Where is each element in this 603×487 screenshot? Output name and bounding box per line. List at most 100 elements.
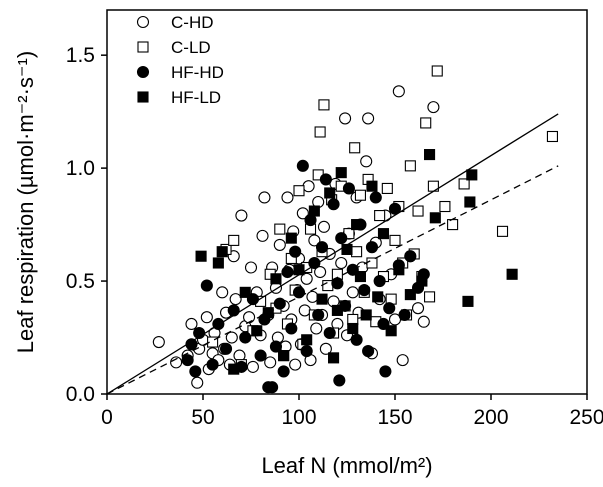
data-point	[296, 207, 309, 220]
data-point	[323, 326, 336, 340]
legend-marker	[137, 91, 149, 103]
data-point	[466, 169, 478, 181]
data-point	[335, 232, 348, 245]
data-point	[360, 309, 372, 321]
data-point	[281, 265, 294, 279]
data-point	[351, 219, 363, 231]
data-point	[206, 358, 219, 371]
data-point	[439, 200, 451, 213]
legend: C-HD C-LD HF-HD HF-LD	[136, 13, 224, 107]
data-point	[358, 284, 371, 297]
data-point	[318, 99, 330, 111]
data-point	[354, 189, 366, 201]
data-point	[393, 264, 405, 276]
data-point	[225, 331, 238, 344]
data-point	[398, 308, 411, 321]
data-point	[152, 335, 165, 349]
data-point	[293, 185, 305, 197]
data-point	[269, 340, 283, 353]
data-point	[372, 291, 384, 303]
data-point	[464, 196, 476, 208]
data-point	[302, 180, 315, 193]
data-point	[373, 275, 386, 288]
data-point	[264, 356, 277, 369]
data-point	[278, 350, 290, 362]
data-point	[281, 191, 294, 204]
data-point	[189, 365, 202, 378]
legend-marker	[137, 41, 149, 53]
y-axis-label: Leaf respiration (µmol·m⁻²·s⁻¹)	[13, 51, 38, 353]
data-point	[170, 356, 183, 369]
data-point	[216, 246, 228, 258]
x-tick-label: 100	[281, 406, 316, 429]
data-point	[312, 308, 325, 321]
data-point	[254, 349, 267, 362]
data-point	[506, 268, 518, 280]
data-point	[308, 256, 321, 270]
data-point	[341, 243, 353, 255]
x-tick-label: 50	[191, 406, 214, 429]
legend-marker	[136, 15, 150, 29]
data-point	[216, 286, 229, 299]
data-point	[462, 295, 474, 307]
data-point	[315, 241, 329, 254]
data-point	[420, 117, 432, 129]
data-point	[369, 191, 382, 204]
legend-label: C-LD	[171, 38, 211, 57]
data-point	[496, 225, 509, 237]
series-hf-ld	[195, 149, 518, 375]
data-point	[458, 178, 470, 190]
data-point	[266, 381, 279, 394]
data-point	[181, 354, 194, 367]
data-point	[404, 289, 416, 301]
data-point	[270, 273, 282, 285]
data-point	[239, 331, 252, 344]
data-point	[185, 317, 198, 331]
data-point	[207, 336, 219, 348]
data-point	[333, 374, 346, 387]
data-point	[296, 159, 309, 172]
data-point	[227, 304, 240, 317]
data-point	[389, 234, 401, 246]
axes: 0 50 100 150 200 250 0.0 0.5 1.0 1.5	[66, 44, 603, 429]
data-point	[427, 101, 440, 114]
data-point	[235, 209, 248, 222]
data-point	[366, 180, 378, 192]
data-point	[258, 191, 271, 204]
data-point	[308, 234, 321, 247]
data-point	[228, 363, 240, 375]
data-point	[289, 358, 302, 371]
data-point	[246, 360, 259, 373]
data-point	[360, 155, 373, 168]
legend-label: HF-LD	[171, 88, 221, 107]
x-tick-label: 200	[473, 406, 508, 429]
data-point	[314, 126, 326, 138]
series-c-hd	[152, 85, 440, 389]
legend-label: HF-HD	[171, 63, 224, 82]
data-point	[392, 85, 405, 98]
plot-content	[107, 65, 559, 394]
data-point	[195, 250, 207, 262]
data-point	[327, 198, 340, 211]
data-point	[411, 302, 425, 315]
x-tick-label: 0	[101, 406, 113, 429]
data-point	[335, 256, 348, 270]
regression-line-dashed	[107, 165, 559, 394]
data-point	[228, 234, 240, 246]
data-point	[219, 342, 233, 355]
data-point	[447, 219, 459, 231]
x-tick-label: 150	[377, 406, 412, 429]
data-point	[339, 112, 352, 125]
data-point	[285, 322, 298, 335]
data-point	[324, 187, 336, 199]
data-point	[424, 149, 436, 161]
data-point	[200, 311, 213, 324]
data-point	[388, 313, 402, 326]
data-point	[273, 238, 286, 251]
data-point	[385, 325, 397, 337]
data-point	[377, 228, 390, 240]
data-point	[308, 205, 320, 217]
data-point	[306, 290, 319, 303]
